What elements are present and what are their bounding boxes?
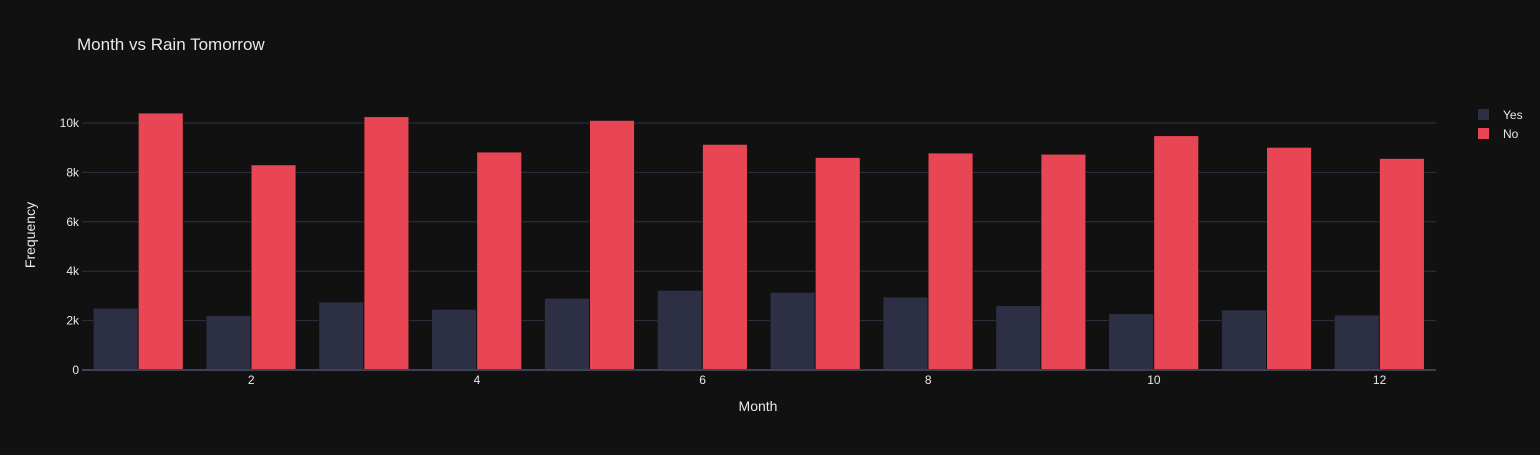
bar-no-2[interactable] (251, 164, 297, 371)
legend-label-no[interactable]: No (1503, 127, 1519, 141)
bar-yes-11[interactable] (1221, 309, 1267, 371)
x-tick-label: 12 (1373, 373, 1387, 387)
bar-yes-7[interactable] (770, 292, 816, 371)
legend[interactable]: Yes No (1478, 108, 1523, 141)
bar-no-7[interactable] (815, 157, 861, 371)
legend-label-yes[interactable]: Yes (1503, 108, 1523, 122)
y-axis-ticks: 0 2k 4k 6k 8k 10k (60, 116, 80, 377)
bar-no-9[interactable] (1040, 154, 1086, 371)
bar-no-1[interactable] (138, 112, 184, 371)
bar-yes-12[interactable] (1334, 314, 1380, 371)
bar-yes-2[interactable] (205, 315, 252, 371)
y-tick-label: 8k (66, 165, 80, 179)
bar-no-12[interactable] (1379, 158, 1425, 371)
bar-no-5[interactable] (589, 120, 635, 371)
y-tick-label: 6k (66, 215, 80, 229)
bar-no-4[interactable] (476, 151, 522, 371)
bar-yes-8[interactable] (882, 296, 928, 371)
bar-no-11[interactable] (1266, 147, 1312, 371)
bar-yes-4[interactable] (431, 309, 477, 371)
bar-no-10[interactable] (1153, 135, 1199, 371)
x-axis-ticks: 2 4 6 8 10 12 (248, 373, 1387, 387)
bar-yes-6[interactable] (657, 290, 703, 371)
x-tick-label: 10 (1147, 373, 1161, 387)
bar-yes-1[interactable] (93, 308, 139, 371)
y-tick-label: 2k (66, 314, 80, 328)
legend-swatch-yes[interactable] (1478, 109, 1489, 120)
bar-no-6[interactable] (702, 144, 748, 371)
y-tick-label: 10k (60, 116, 80, 130)
bar-yes-3[interactable] (318, 301, 364, 371)
bar-yes-5[interactable] (544, 298, 590, 371)
x-tick-label: 2 (248, 373, 255, 387)
bar-yes-10[interactable] (1108, 313, 1154, 371)
x-tick-label: 6 (699, 373, 706, 387)
legend-swatch-no[interactable] (1478, 128, 1489, 139)
x-tick-label: 4 (474, 373, 481, 387)
y-tick-label: 0 (72, 363, 79, 377)
grid-lines (82, 122, 1436, 322)
bar-yes-9[interactable] (995, 305, 1041, 371)
bar-no-3[interactable] (363, 116, 409, 371)
y-tick-label: 4k (66, 264, 80, 278)
y-axis-label: Frequency (22, 202, 38, 268)
x-axis-label: Month (739, 398, 778, 414)
x-tick-label: 8 (925, 373, 932, 387)
bar-no-8[interactable] (928, 152, 974, 371)
bars (93, 112, 1425, 371)
chart-title: Month vs Rain Tomorrow (77, 35, 265, 54)
